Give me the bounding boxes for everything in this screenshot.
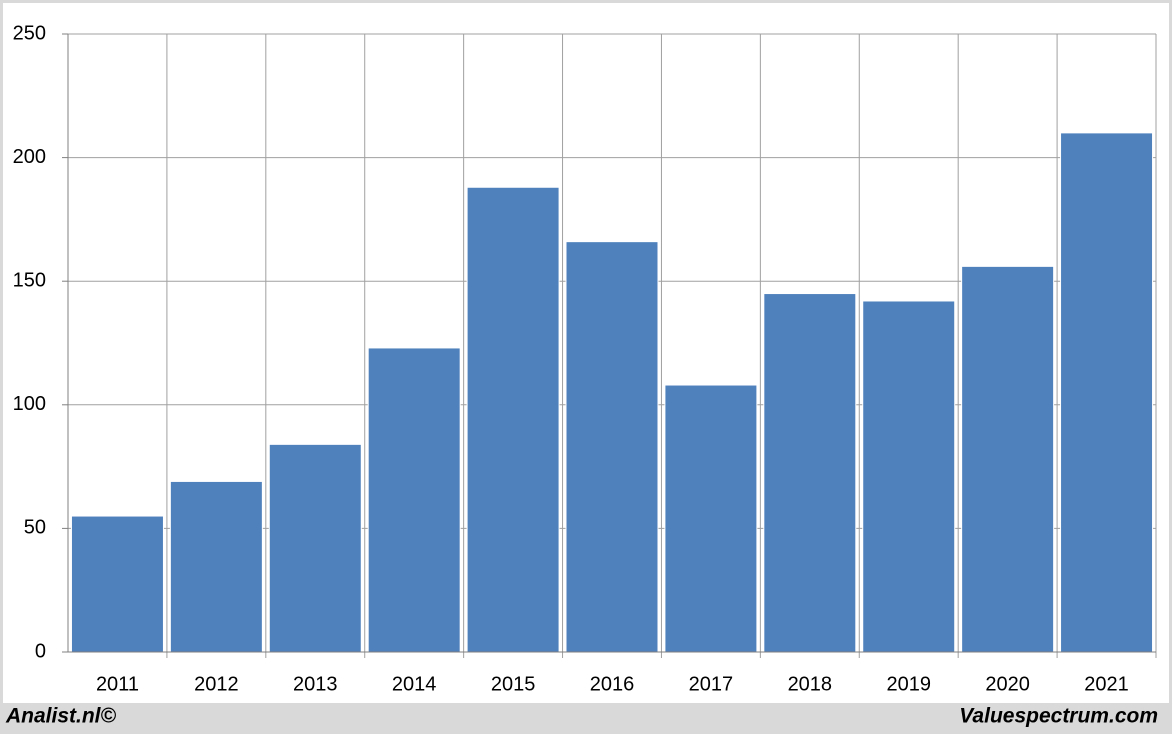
x-tick-label: 2016: [590, 673, 635, 695]
x-tick-label: 2020: [985, 673, 1030, 695]
y-tick-label: 50: [24, 517, 46, 539]
footer-right: Valuespectrum.com: [959, 705, 1158, 728]
bar: [268, 443, 362, 653]
y-tick-label: 100: [13, 393, 46, 415]
bar: [664, 384, 758, 653]
y-tick-label: 150: [13, 269, 46, 291]
bar: [367, 347, 461, 653]
bar: [565, 241, 659, 653]
x-tick-label: 2015: [491, 673, 536, 695]
y-tick-label: 0: [35, 640, 46, 662]
x-tick-label: 2018: [788, 673, 833, 695]
x-tick-label: 2012: [194, 673, 239, 695]
x-tick-label: 2019: [886, 673, 931, 695]
x-tick-label: 2014: [392, 673, 437, 695]
y-tick-label: 200: [13, 146, 46, 168]
x-tick-label: 2021: [1084, 673, 1129, 695]
bar: [70, 515, 164, 653]
x-tick-label: 2013: [293, 673, 338, 695]
bar: [763, 293, 857, 653]
bar: [961, 265, 1055, 653]
bar: [466, 186, 560, 653]
y-tick-label: 250: [13, 22, 46, 44]
bar: [1060, 132, 1154, 653]
bar: [169, 480, 263, 653]
bar: [862, 300, 956, 653]
x-tick-label: 2011: [96, 673, 139, 695]
footer-left: Analist.nl©: [5, 705, 117, 728]
x-tick-label: 2017: [689, 673, 734, 695]
